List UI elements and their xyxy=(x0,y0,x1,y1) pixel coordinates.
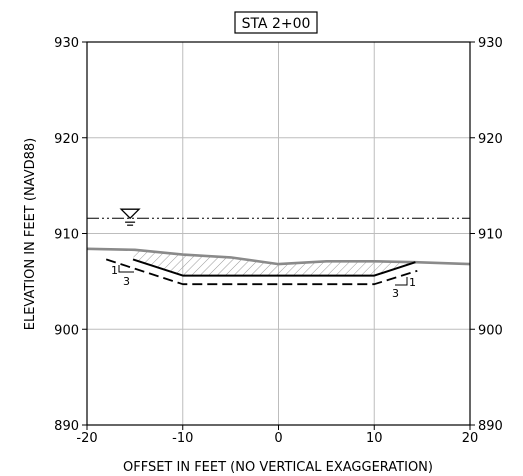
y-tick-label-left: 910 xyxy=(54,228,79,243)
slope-glyph-right xyxy=(395,277,408,286)
excavation-limit-line xyxy=(105,258,418,286)
y-tick-label-left: 920 xyxy=(54,132,79,147)
x-tick-label: 0 xyxy=(274,431,282,446)
y-axis-title: ELEVATION IN FEET (NAVD88) xyxy=(23,138,38,331)
slope-indicator-right: 1 3 xyxy=(392,276,416,300)
station-title-box xyxy=(234,11,318,34)
y-tick-label-left: 900 xyxy=(54,323,79,338)
tick-marks xyxy=(82,41,475,430)
y-tick-label-right: 920 xyxy=(478,132,503,147)
y-tick-label-right: 890 xyxy=(478,419,503,434)
x-tick-label: 10 xyxy=(366,431,383,446)
station-title: STA 2+00 xyxy=(242,16,311,32)
x-tick-label: -20 xyxy=(76,431,97,446)
y-tick-label-right: 930 xyxy=(478,36,503,51)
slope-right-rise: 1 xyxy=(409,276,416,289)
series-layer xyxy=(86,217,471,286)
y-tick-label-left: 890 xyxy=(54,419,79,434)
design-section-line xyxy=(132,258,416,277)
slope-left-rise: 1 xyxy=(111,264,118,277)
slope-left-run: 3 xyxy=(123,275,130,288)
x-tick-label: 20 xyxy=(462,431,479,446)
x-tick-label: -10 xyxy=(172,431,193,446)
slope-right-run: 3 xyxy=(392,287,399,300)
slope-glyph-left xyxy=(118,265,134,273)
y-tick-label-right: 910 xyxy=(478,228,503,243)
grid-lines xyxy=(87,42,470,425)
existing-ground-line xyxy=(86,247,471,266)
x-axis-title: OFFSET IN FEET (NO VERTICAL EXAGGERATION… xyxy=(123,460,433,475)
water-triangle-icon xyxy=(119,208,141,220)
water-surface-marker xyxy=(119,208,141,226)
y-tick-label-right: 900 xyxy=(478,323,503,338)
slope-indicator-left: 1 3 xyxy=(111,264,134,288)
y-tick-label-left: 930 xyxy=(54,36,79,51)
